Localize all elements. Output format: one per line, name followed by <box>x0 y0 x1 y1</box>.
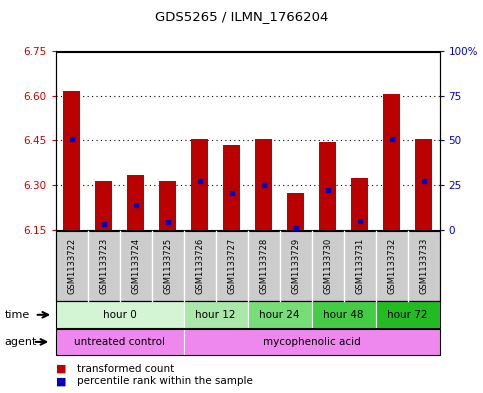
Text: GSM1133728: GSM1133728 <box>259 237 268 294</box>
Bar <box>255 139 272 230</box>
Bar <box>95 181 113 230</box>
Text: GSM1133726: GSM1133726 <box>195 237 204 294</box>
Text: GSM1133724: GSM1133724 <box>131 238 140 294</box>
Text: untreated control: untreated control <box>74 337 165 347</box>
Text: hour 24: hour 24 <box>259 310 300 320</box>
Text: ■: ■ <box>56 376 66 386</box>
Text: GSM1133722: GSM1133722 <box>67 238 76 294</box>
Text: hour 0: hour 0 <box>103 310 136 320</box>
Text: agent: agent <box>5 337 37 347</box>
Text: time: time <box>5 310 30 320</box>
Text: GSM1133733: GSM1133733 <box>419 237 428 294</box>
Bar <box>319 142 336 230</box>
Text: hour 72: hour 72 <box>387 310 428 320</box>
Bar <box>191 139 208 230</box>
Bar <box>159 181 176 230</box>
Text: ■: ■ <box>56 364 66 374</box>
Text: GSM1133731: GSM1133731 <box>355 237 364 294</box>
Text: hour 12: hour 12 <box>195 310 236 320</box>
Bar <box>383 94 400 230</box>
Bar <box>351 178 369 230</box>
Text: GSM1133723: GSM1133723 <box>99 237 108 294</box>
Bar <box>287 193 304 230</box>
Bar <box>63 91 80 230</box>
Text: GSM1133727: GSM1133727 <box>227 237 236 294</box>
Bar <box>127 175 144 230</box>
Text: GSM1133729: GSM1133729 <box>291 238 300 294</box>
Text: transformed count: transformed count <box>77 364 174 374</box>
Text: GDS5265 / ILMN_1766204: GDS5265 / ILMN_1766204 <box>155 10 328 23</box>
Bar <box>415 139 432 230</box>
Bar <box>223 145 241 230</box>
Text: mycophenolic acid: mycophenolic acid <box>263 337 360 347</box>
Text: percentile rank within the sample: percentile rank within the sample <box>77 376 253 386</box>
Text: GSM1133732: GSM1133732 <box>387 237 396 294</box>
Text: GSM1133730: GSM1133730 <box>323 237 332 294</box>
Text: GSM1133725: GSM1133725 <box>163 238 172 294</box>
Text: hour 48: hour 48 <box>323 310 364 320</box>
